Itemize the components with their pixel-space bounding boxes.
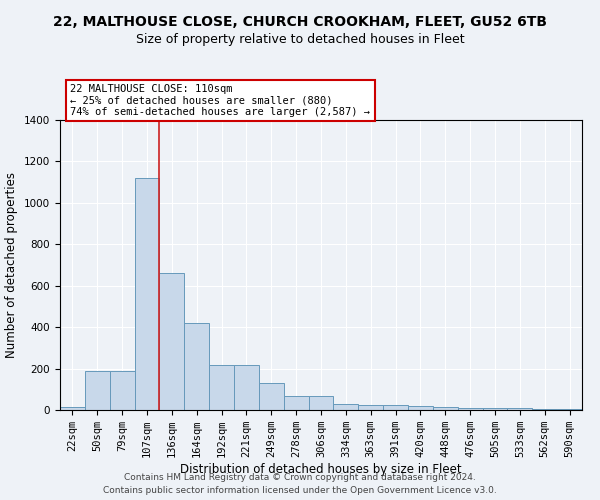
Text: Contains HM Land Registry data © Crown copyright and database right 2024.
Contai: Contains HM Land Registry data © Crown c… <box>103 474 497 495</box>
Text: Size of property relative to detached houses in Fleet: Size of property relative to detached ho… <box>136 32 464 46</box>
Bar <box>284 396 308 410</box>
Bar <box>532 409 557 410</box>
Text: 22 MALTHOUSE CLOSE: 110sqm
← 25% of detached houses are smaller (880)
74% of sem: 22 MALTHOUSE CLOSE: 110sqm ← 25% of deta… <box>70 84 370 117</box>
Text: 22, MALTHOUSE CLOSE, CHURCH CROOKHAM, FLEET, GU52 6TB: 22, MALTHOUSE CLOSE, CHURCH CROOKHAM, FL… <box>53 15 547 29</box>
Y-axis label: Number of detached properties: Number of detached properties <box>5 172 19 358</box>
Bar <box>160 274 184 410</box>
Bar <box>358 405 383 410</box>
Bar <box>85 370 110 410</box>
Bar <box>408 406 433 410</box>
Bar <box>557 409 582 410</box>
Bar <box>60 407 85 410</box>
Bar <box>383 405 408 410</box>
Bar <box>110 370 134 410</box>
Bar <box>334 404 358 410</box>
Bar <box>482 408 508 410</box>
Bar <box>259 383 284 410</box>
Bar <box>234 366 259 410</box>
Bar <box>184 323 209 410</box>
Bar <box>209 366 234 410</box>
Bar <box>508 408 532 410</box>
X-axis label: Distribution of detached houses by size in Fleet: Distribution of detached houses by size … <box>180 463 462 476</box>
Bar <box>308 396 334 410</box>
Bar <box>433 407 458 410</box>
Bar <box>134 178 160 410</box>
Bar <box>458 408 482 410</box>
